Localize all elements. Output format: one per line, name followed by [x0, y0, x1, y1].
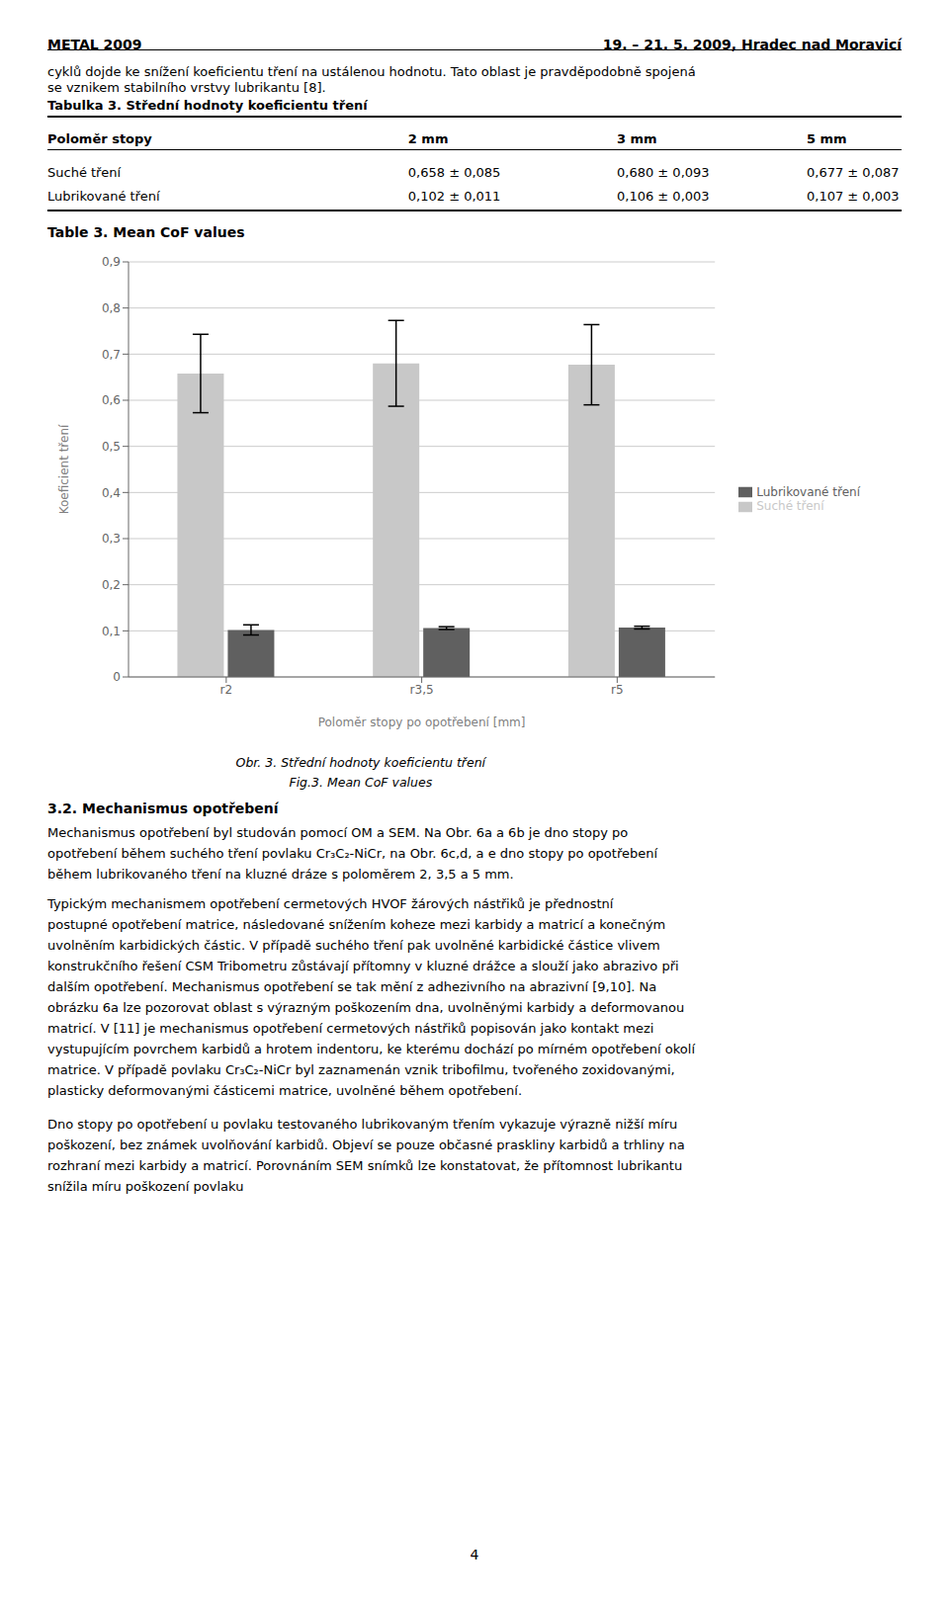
svg-text:0,4: 0,4: [101, 486, 121, 501]
html-text:0,677 ± 0,087: 0,677 ± 0,087: [806, 164, 900, 180]
html-text:0,102 ± 0,011: 0,102 ± 0,011: [408, 188, 501, 204]
svg-text:0: 0: [112, 670, 121, 685]
html-text:opotřebení během suchého tření: opotřebení během suchého tření povlaku C…: [47, 846, 658, 862]
svg-text:r5: r5: [610, 683, 624, 697]
svg-text:Poloměr stopy po opotřebení [m: Poloměr stopy po opotřebení [mm]: [318, 715, 526, 730]
html-text:METAL 2009: METAL 2009: [47, 36, 142, 53]
svg-text:r3,5: r3,5: [410, 683, 434, 697]
html-text:matricí. V [11] je mechanismus: matricí. V [11] je mechanismus opotřeben…: [47, 1021, 654, 1036]
svg-text:0,7: 0,7: [101, 347, 121, 362]
html-text:poškození, bez známek uvolňová: poškození, bez známek uvolňování karbidů…: [47, 1137, 685, 1153]
html-text:se vznikem stabilního vrstvy l: se vznikem stabilního vrstvy lubrikantu …: [47, 79, 326, 95]
html-text:Tabulka 3. Střední hodnoty koe: Tabulka 3. Střední hodnoty koeficientu t…: [47, 97, 368, 113]
html-text:3.2. Mechanismus opotřebení: 3.2. Mechanismus opotřebení: [47, 800, 279, 817]
html-text:Suché tření: Suché tření: [47, 164, 121, 180]
svg-text:Koeficient tření: Koeficient tření: [57, 424, 72, 515]
html-text:3 mm: 3 mm: [616, 131, 658, 147]
svg-text:r2: r2: [220, 683, 234, 697]
html-text:matrice. V případě povlaku Cr₃: matrice. V případě povlaku Cr₃C₂-NiCr by…: [47, 1062, 675, 1078]
html-text:vystupujícím povrchem karbidů: vystupujícím povrchem karbidů a hrotem i…: [47, 1041, 695, 1057]
svg-text:0,2: 0,2: [101, 578, 121, 593]
html-text:uvolněním karbidických částic.: uvolněním karbidických částic. V případě…: [47, 937, 661, 953]
html-text:během lubrikovaného tření na k: během lubrikovaného tření na kluzné dráz…: [47, 867, 514, 883]
html-text:Poloměr stopy: Poloměr stopy: [47, 131, 153, 147]
html-text:Lubrikované tření: Lubrikované tření: [756, 484, 861, 499]
html-text:19. – 21. 5. 2009, Hradec nad: 19. – 21. 5. 2009, Hradec nad Moravicí: [602, 36, 902, 53]
html-text:0,658 ± 0,085: 0,658 ± 0,085: [408, 164, 501, 180]
html-text:Dno stopy po opotřebení u povl: Dno stopy po opotřebení u povlaku testov…: [47, 1117, 678, 1132]
html-text:Mechanismus opotřebení byl stu: Mechanismus opotřebení byl studován pomo…: [47, 825, 628, 841]
html-text:0,107 ± 0,003: 0,107 ± 0,003: [806, 188, 900, 204]
html-text:0,106 ± 0,003: 0,106 ± 0,003: [616, 188, 710, 204]
html-text:5 mm: 5 mm: [806, 131, 847, 147]
html-text:postupné opotřebení matrice, n: postupné opotřebení matrice, následované…: [47, 917, 666, 932]
html-text:dalším opotřebení. Mechanismus: dalším opotřebení. Mechanismus opotřeben…: [47, 979, 657, 995]
svg-text:0,9: 0,9: [101, 255, 121, 269]
html-text:Table 3. Mean CoF values: Table 3. Mean CoF values: [47, 224, 245, 240]
svg-text:0,5: 0,5: [101, 439, 121, 454]
html-text:plasticky deformovanými částic: plasticky deformovanými částicemi matric…: [47, 1083, 522, 1099]
html-text:Fig.3. Mean CoF values: Fig.3. Mean CoF values: [289, 774, 433, 790]
html-text:Typickým mechanismem opotřeben: Typickým mechanismem opotřebení cermetov…: [47, 896, 614, 912]
html-text:rozhraní mezi karbidy a matric: rozhraní mezi karbidy a matricí. Porovná…: [47, 1158, 683, 1174]
html-text:Obr. 3. Střední hodnoty koefic: Obr. 3. Střední hodnoty koeficientu třen…: [235, 755, 486, 771]
html-text:obrázku 6a lze pozorovat oblas: obrázku 6a lze pozorovat oblast s výrazn…: [47, 1000, 685, 1016]
html-text:0,680 ± 0,093: 0,680 ± 0,093: [616, 164, 710, 180]
html-text:4: 4: [470, 1547, 479, 1564]
html-text:konstrukčního řešení CSM Tribo: konstrukčního řešení CSM Tribometru zůst…: [47, 958, 679, 974]
svg-text:0,3: 0,3: [101, 531, 121, 546]
html-text:Suché tření: Suché tření: [756, 499, 824, 514]
svg-text:0,1: 0,1: [101, 624, 121, 639]
svg-text:0,8: 0,8: [101, 301, 121, 316]
html-text:2 mm: 2 mm: [408, 131, 449, 147]
svg-text:0,6: 0,6: [101, 393, 121, 408]
html-text:cyklů dojde ke snížení koefici: cyklů dojde ke snížení koeficientu tření…: [47, 64, 696, 79]
html-text:snížila míru poškození povlaku: snížila míru poškození povlaku: [47, 1179, 244, 1195]
html-text:Lubrikované tření: Lubrikované tření: [47, 188, 160, 204]
